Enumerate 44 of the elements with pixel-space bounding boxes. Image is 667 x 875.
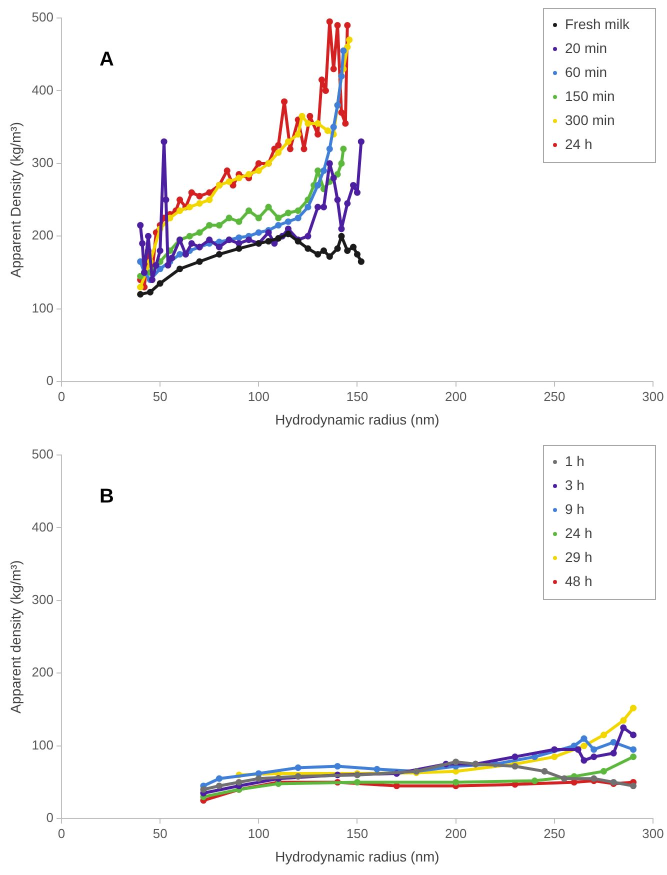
legend-label: 150 min <box>565 88 615 104</box>
x-tick-label: 50 <box>152 826 168 841</box>
y-tick-label: 400 <box>32 519 54 534</box>
x-tick-label: 250 <box>544 388 566 404</box>
y-tick-label: 100 <box>32 300 54 316</box>
legend-label: 9 h <box>565 500 584 517</box>
x-tick-label: 100 <box>248 826 270 841</box>
x-tick-label: 100 <box>248 388 270 404</box>
y-tick-label: 300 <box>32 592 54 608</box>
legend-label: 29 h <box>565 548 592 565</box>
y-tick-label: 0 <box>46 810 54 826</box>
legend-label: 24 h <box>565 524 592 541</box>
x-tick-label: 150 <box>346 388 368 404</box>
annotation: B <box>99 486 114 508</box>
annotation: A <box>99 48 114 71</box>
legend-label: 24 h <box>565 136 592 152</box>
y-tick-label: 400 <box>32 82 54 98</box>
y-axis-title: Apparent density (kg/m³) <box>7 560 24 714</box>
x-tick-label: 300 <box>642 826 664 841</box>
legend-label: Fresh milk <box>565 16 631 32</box>
legend-label: 1 h <box>565 452 584 469</box>
y-axis-title: Apparent Density (kg/m³) <box>7 122 24 278</box>
y-tick-label: 200 <box>32 664 54 680</box>
y-tick-label: 500 <box>32 10 54 25</box>
legend-label: 300 min <box>565 112 615 128</box>
x-tick-label: 200 <box>444 388 467 404</box>
legend-label: 48 h <box>565 572 592 589</box>
x-tick-label: 200 <box>444 826 467 841</box>
x-tick-label: 250 <box>544 826 566 841</box>
y-tick-label: 100 <box>32 737 54 752</box>
x-tick-label: 0 <box>58 826 66 841</box>
y-tick-label: 300 <box>32 155 54 170</box>
x-tick-label: 300 <box>642 388 664 404</box>
x-tick-label: 0 <box>58 388 66 404</box>
x-tick-label: 150 <box>346 826 368 841</box>
legend-label: 3 h <box>565 476 584 493</box>
legend-label: 60 min <box>565 64 608 80</box>
y-tick-label: 0 <box>46 373 54 388</box>
x-axis-title: Hydrodynamic radius (nm) <box>275 411 440 428</box>
x-tick-label: 50 <box>152 388 168 404</box>
y-tick-label: 500 <box>32 446 54 462</box>
x-axis-title: Hydrodynamic radius (nm) <box>275 848 440 864</box>
legend-label: 20 min <box>565 40 608 56</box>
y-tick-label: 200 <box>32 228 54 243</box>
